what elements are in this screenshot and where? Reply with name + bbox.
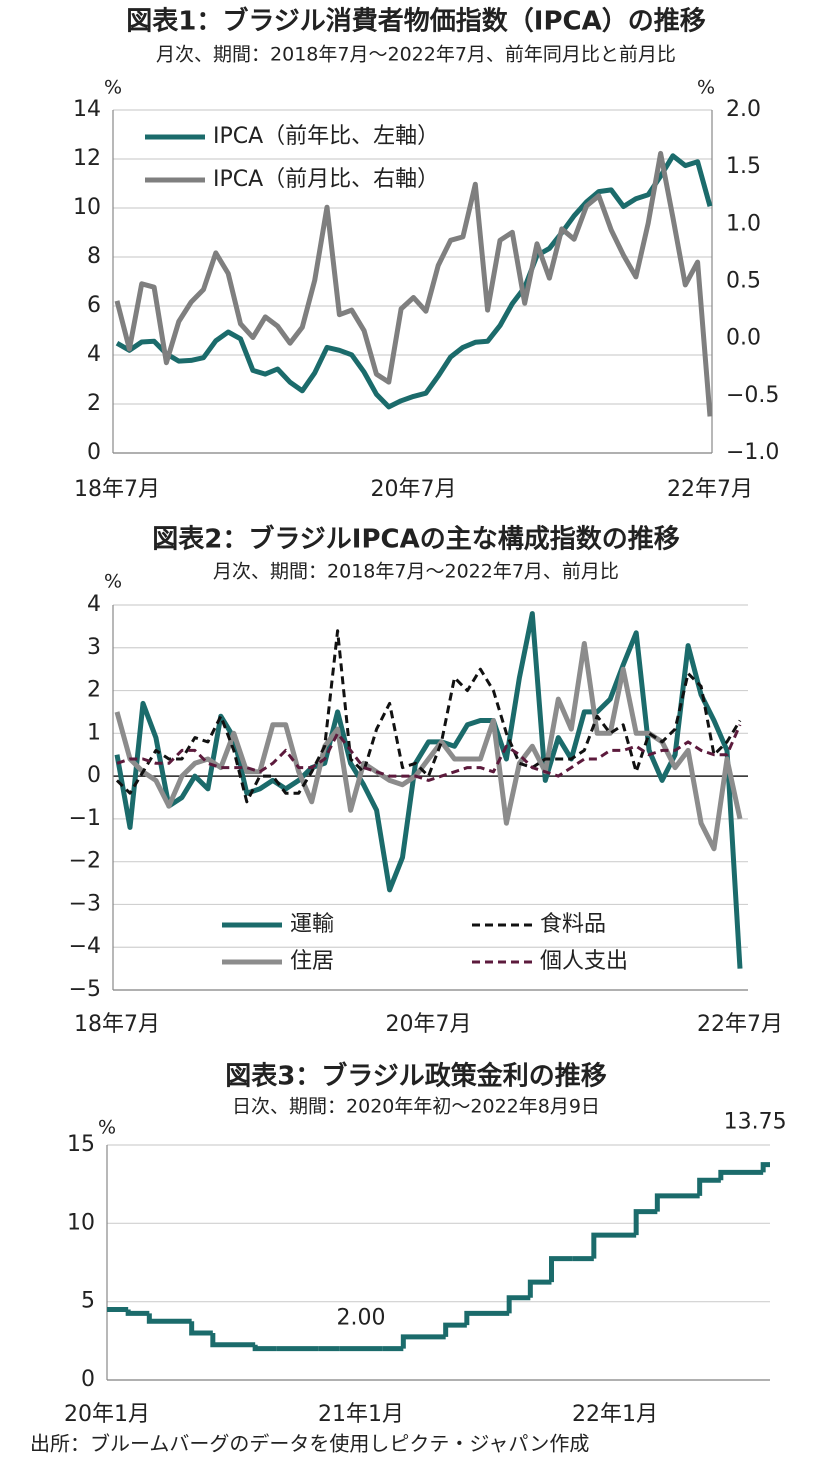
step-segment bbox=[654, 1193, 679, 1212]
y-tick-label: 15 bbox=[67, 1132, 95, 1157]
y-tick-label: 6 bbox=[87, 293, 101, 318]
step-segment bbox=[697, 1177, 721, 1196]
y-tick-label: 12 bbox=[73, 146, 101, 171]
y2-tick-label: −0.5 bbox=[726, 383, 779, 408]
y-tick-label: 1 bbox=[87, 720, 101, 745]
step-segment bbox=[527, 1279, 552, 1298]
source-note: 出所：ブルームバーグのデータを使用しピクテ・ジャパン作成 bbox=[30, 1432, 589, 1456]
y-tick-label: −5 bbox=[69, 977, 101, 1002]
y-tick-label: 8 bbox=[87, 244, 101, 269]
y-tick-label: 0 bbox=[81, 1367, 95, 1392]
step-segment bbox=[252, 1344, 277, 1352]
step-segment bbox=[760, 1162, 770, 1173]
y-tick-label: 0 bbox=[87, 440, 101, 465]
y-tick-label: 4 bbox=[87, 342, 101, 367]
x-tick-label: 20年7月 bbox=[371, 477, 457, 502]
step-segment bbox=[591, 1232, 615, 1259]
chart-subtitle: 月次、期間：2018年7月～2022年7月、前月比 bbox=[213, 561, 619, 583]
y-unit: % bbox=[98, 1117, 116, 1139]
y2-tick-label: 1.5 bbox=[726, 154, 761, 179]
step-segment bbox=[443, 1322, 467, 1337]
legend-label: 運輸 bbox=[290, 912, 334, 937]
y-tick-label: −2 bbox=[69, 849, 101, 874]
series-line bbox=[114, 641, 743, 852]
series-line bbox=[115, 153, 713, 410]
chart-subtitle: 月次、期間：2018年7月～2022年7月、前年同月比と前月比 bbox=[156, 44, 676, 66]
step-segment bbox=[400, 1334, 425, 1349]
y-tick-label: 5 bbox=[81, 1289, 95, 1314]
series-line bbox=[116, 724, 742, 782]
step-segment bbox=[125, 1309, 150, 1316]
legend-label: IPCA（前月比、右軸） bbox=[213, 167, 439, 192]
y-tick-label: 0 bbox=[87, 763, 101, 788]
step-segment bbox=[146, 1313, 171, 1324]
series-line bbox=[114, 150, 713, 417]
x-tick-label: 22年1月 bbox=[572, 1402, 658, 1427]
step-segment bbox=[549, 1256, 573, 1283]
y2-tick-label: 0.5 bbox=[726, 269, 761, 294]
y-unit: % bbox=[104, 571, 122, 593]
y-tick-label: 10 bbox=[67, 1210, 95, 1235]
legend-label: 住居 bbox=[290, 949, 334, 974]
y2-tick-label: −1.0 bbox=[726, 440, 779, 465]
step-segment bbox=[464, 1310, 488, 1326]
value-label: 2.00 bbox=[337, 1306, 386, 1331]
step-segment bbox=[506, 1295, 531, 1314]
x-tick-label: 21年1月 bbox=[318, 1402, 404, 1427]
chart-title: 図表3：ブラジル政策金利の推移 bbox=[225, 1061, 607, 1092]
y2-tick-label: 1.0 bbox=[726, 211, 761, 236]
step-segment bbox=[718, 1169, 742, 1181]
value-label: 13.75 bbox=[724, 1110, 787, 1135]
legend-label: 個人支出 bbox=[540, 949, 628, 974]
y-tick-label: 10 bbox=[73, 195, 101, 220]
y-tick-label: −4 bbox=[69, 934, 101, 959]
y-tick-label: −1 bbox=[69, 806, 101, 831]
y-tick-label: 4 bbox=[87, 592, 101, 617]
x-tick-label: 22年7月 bbox=[667, 477, 753, 502]
y2-tick-label: 0.0 bbox=[726, 326, 761, 351]
y2-tick-label: 2.0 bbox=[726, 97, 761, 122]
chart-subtitle: 日次、期間：2020年年初～2022年8月9日 bbox=[232, 1096, 600, 1118]
y-unit: % bbox=[104, 77, 122, 99]
x-tick-label: 20年7月 bbox=[386, 1012, 472, 1037]
y-tick-label: 2 bbox=[87, 678, 101, 703]
chart-title: 図表1：ブラジル消費者物価指数（IPCA）の推移 bbox=[126, 6, 706, 37]
legend-label: IPCA（前年比、左軸） bbox=[213, 124, 439, 149]
series-line bbox=[114, 611, 743, 969]
step-segment bbox=[189, 1321, 213, 1336]
x-tick-label: 20年1月 bbox=[64, 1402, 150, 1427]
step-segment bbox=[210, 1333, 234, 1348]
y-tick-label: 14 bbox=[73, 97, 101, 122]
y-tick-label: 2 bbox=[87, 391, 101, 416]
x-tick-label: 18年7月 bbox=[74, 477, 160, 502]
x-tick-label: 18年7月 bbox=[74, 1012, 160, 1037]
x-tick-label: 22年7月 bbox=[697, 1012, 783, 1037]
chart-title: 図表2：ブラジルIPCAの主な構成指数の推移 bbox=[152, 524, 680, 555]
y-tick-label: 3 bbox=[87, 635, 101, 660]
legend-label: 食料品 bbox=[540, 912, 606, 937]
y2-unit: % bbox=[697, 77, 715, 99]
y-tick-label: −3 bbox=[69, 891, 101, 916]
step-segment bbox=[633, 1209, 658, 1236]
